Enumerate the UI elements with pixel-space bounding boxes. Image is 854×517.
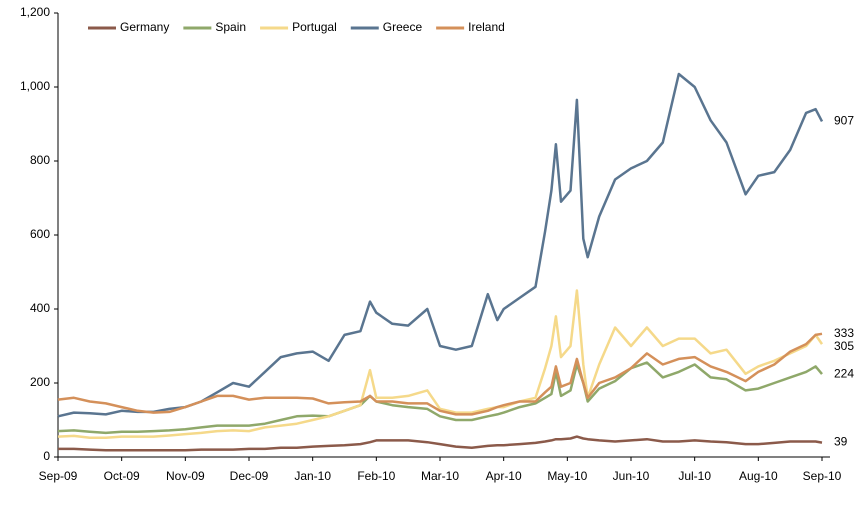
x-tick-label: Feb-10 — [357, 469, 395, 483]
y-tick-label: 400 — [30, 301, 50, 315]
x-tick-label: Jun-10 — [613, 469, 650, 483]
end-label: 39 — [834, 435, 848, 449]
x-tick-label: Sep-09 — [39, 469, 78, 483]
y-tick-label: 1,200 — [20, 5, 50, 19]
x-tick-label: Apr-10 — [486, 469, 522, 483]
legend-label: Greece — [383, 20, 423, 34]
series-line — [57, 361, 823, 435]
x-tick-label: Sep-10 — [803, 469, 842, 483]
end-label: 224 — [834, 366, 854, 380]
end-label: 907 — [834, 114, 854, 128]
y-tick-label: 0 — [43, 449, 50, 463]
x-tick-label: Mar-10 — [421, 469, 459, 483]
legend-label: Spain — [215, 20, 246, 34]
x-tick-label: Jul-10 — [678, 469, 711, 483]
y-tick-label: 600 — [30, 227, 50, 241]
end-label: 333 — [834, 326, 854, 340]
legend-label: Portugal — [292, 20, 337, 34]
x-tick-label: Oct-09 — [104, 469, 140, 483]
series-line — [57, 289, 824, 440]
x-tick-label: Aug-10 — [739, 469, 778, 483]
x-tick-label: Nov-09 — [166, 469, 205, 483]
y-tick-label: 1,000 — [20, 79, 50, 93]
y-tick-label: 200 — [30, 375, 50, 389]
x-tick-label: Jan-10 — [294, 469, 331, 483]
legend-label: Ireland — [468, 20, 505, 34]
series-line — [58, 435, 823, 452]
end-label: 305 — [834, 339, 854, 353]
series-line — [57, 332, 823, 416]
y-tick-label: 800 — [30, 153, 50, 167]
x-tick-label: Dec-09 — [230, 469, 269, 483]
legend-label: Germany — [120, 20, 169, 34]
x-tick-label: May-10 — [547, 469, 587, 483]
